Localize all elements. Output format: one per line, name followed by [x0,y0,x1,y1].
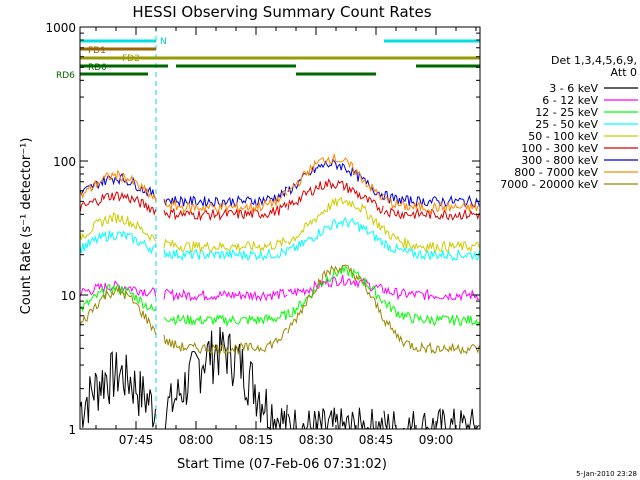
flag-label: FD2 [122,54,140,64]
x-tick-label: 08:00 [179,433,214,447]
series-line [287,158,384,200]
legend-entry-label: 25 - 50 keV [535,118,598,131]
series-line [79,282,156,313]
series-line [383,207,480,221]
series-line [287,407,384,430]
series-line [287,178,384,214]
legend-entry-label: 3 - 6 keV [549,82,598,95]
series-line [383,225,480,254]
y-tick-label: 10 [61,289,76,303]
series-line [383,195,480,214]
series-line [79,230,156,254]
series-line [383,299,480,328]
x-tick-label: 08:45 [359,433,394,447]
y-tick-label: 1000 [45,21,76,35]
x-tick-label: 07:45 [119,433,154,447]
legend-entry-label: 7000 - 20000 keV [500,178,598,191]
x-tick-label: 08:15 [239,433,274,447]
x-tick-label: 09:00 [419,433,454,447]
series-line [287,264,384,334]
chart-title: HESSI Observing Summary Count Rates [132,3,431,21]
legend-header: Att 0 [611,66,637,79]
series-line [383,190,480,208]
legend-header: Det 1,3,4,5,6,9, [551,54,637,67]
legend-entry-label: 300 - 800 keV [521,154,598,167]
flag-label: FD1 [88,46,106,56]
series-line [79,169,157,202]
series-line [383,319,480,355]
generation-timestamp: 5-Jan-2010 23:28 [576,470,637,478]
series-line [163,288,288,302]
series-line [79,191,157,217]
series-line [163,246,288,262]
series-line [287,265,384,318]
legend-entry-label: 50 - 100 keV [528,130,598,143]
series-line [163,186,288,209]
series-line [287,216,384,252]
series-line [79,211,157,242]
series-line [163,201,288,222]
series-line [79,286,157,335]
series-line [163,309,288,328]
series-line [164,326,288,431]
series-line [287,153,384,200]
series-line [163,327,288,356]
y-tick-label: 1 [68,423,76,437]
plot-frame [79,26,481,430]
legend-entry-label: 12 - 25 keV [535,106,598,119]
flag-label: RD0 [88,63,107,73]
series-line [383,239,480,262]
y-tick-label: 100 [53,155,76,169]
series-line [383,286,480,302]
series-line [383,407,480,431]
legend-entry-label: 6 - 12 keV [542,94,598,107]
series-line [287,274,384,297]
flag-label: RD6 [56,71,75,81]
legend-entry-label: 100 - 300 keV [521,142,598,155]
night-label: N [160,37,167,47]
x-axis-label: Start Time (07-Feb-06 07:31:02) [177,457,387,472]
series-line [163,236,288,253]
legend-entry-label: 800 - 7000 keV [514,166,598,179]
x-tick-label: 08:30 [299,433,334,447]
series-line [163,189,288,214]
series-line [79,351,157,428]
y-axis-label: Count Rate (s⁻¹ detector⁻¹) [19,138,34,315]
series-line [287,196,384,246]
